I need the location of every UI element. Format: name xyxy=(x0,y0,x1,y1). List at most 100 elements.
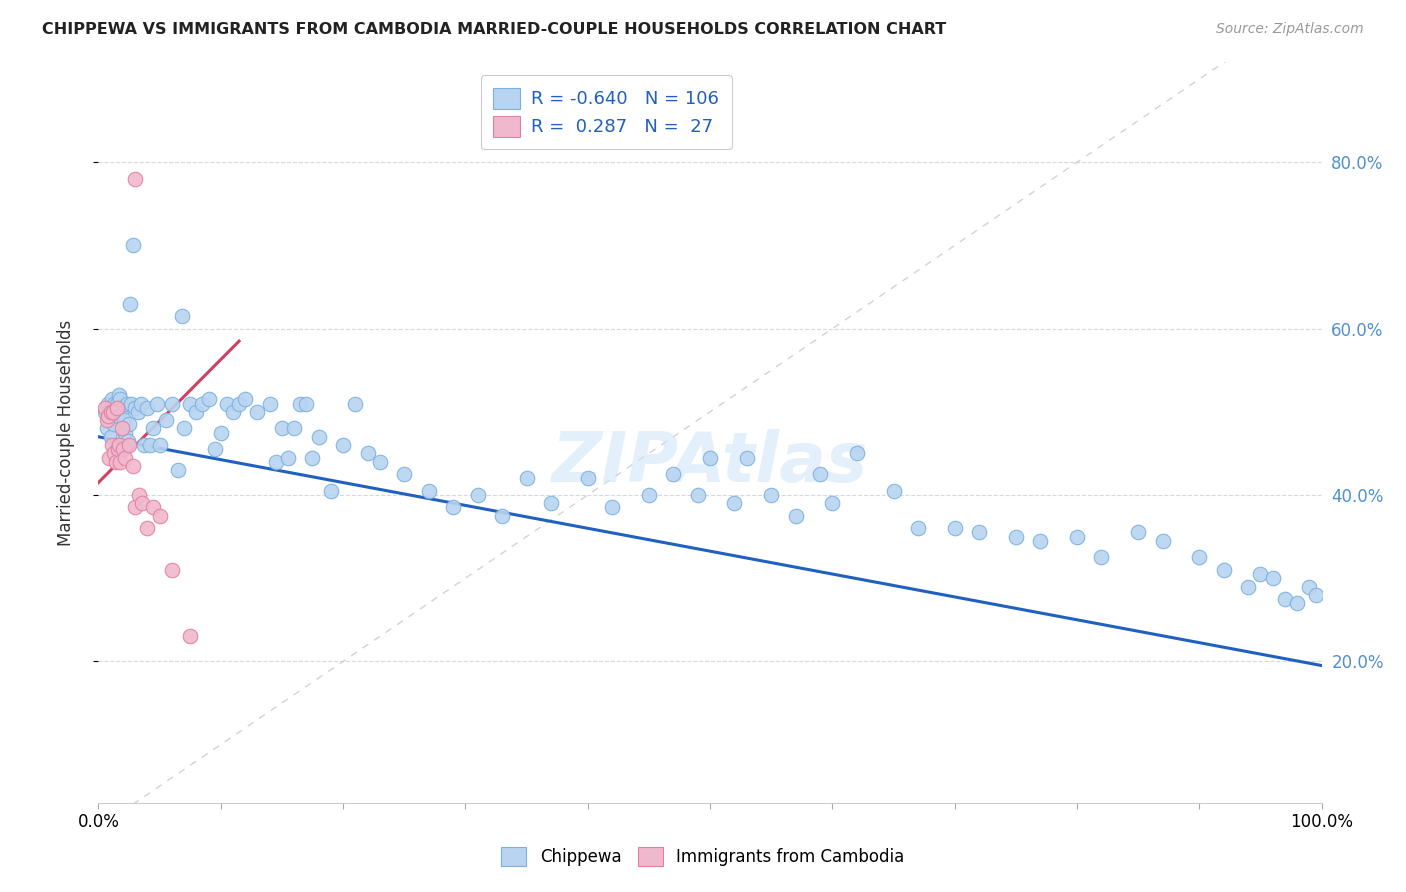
Point xyxy=(515,471,537,485)
Point xyxy=(108,438,131,452)
Point xyxy=(100,430,122,444)
Point xyxy=(600,500,623,515)
Point xyxy=(100,405,122,419)
Point xyxy=(136,521,159,535)
Point xyxy=(215,396,238,410)
Point xyxy=(136,401,159,415)
Point xyxy=(96,421,118,435)
Point xyxy=(155,413,177,427)
Point xyxy=(107,401,129,415)
Point xyxy=(114,425,136,440)
Point xyxy=(392,467,416,482)
Point xyxy=(139,438,162,452)
Point xyxy=(222,405,245,419)
Point xyxy=(283,421,305,435)
Point xyxy=(124,401,146,415)
Point xyxy=(540,496,562,510)
Point xyxy=(1249,567,1271,582)
Point xyxy=(121,238,143,252)
Point xyxy=(1029,533,1052,548)
Point xyxy=(246,405,269,419)
Point xyxy=(1286,596,1309,610)
Point xyxy=(1237,580,1260,594)
Point xyxy=(344,396,367,410)
Point xyxy=(105,401,128,415)
Point xyxy=(418,483,440,498)
Point xyxy=(699,450,721,465)
Point xyxy=(149,508,172,523)
Point xyxy=(259,396,281,410)
Point xyxy=(105,438,128,452)
Point xyxy=(97,409,120,423)
Point xyxy=(120,396,142,410)
Point xyxy=(101,392,124,407)
Point xyxy=(1152,533,1174,548)
Point xyxy=(124,500,146,515)
Point xyxy=(100,401,122,415)
Text: Source: ZipAtlas.com: Source: ZipAtlas.com xyxy=(1216,22,1364,37)
Point xyxy=(1066,530,1088,544)
Point xyxy=(160,563,183,577)
Point xyxy=(115,396,138,410)
Point xyxy=(104,455,127,469)
Point xyxy=(821,496,844,510)
Point xyxy=(662,467,685,482)
Point xyxy=(124,172,146,186)
Point xyxy=(114,450,136,465)
Point xyxy=(179,629,201,643)
Point xyxy=(1298,580,1320,594)
Point xyxy=(107,409,129,423)
Point xyxy=(1212,563,1234,577)
Point xyxy=(1128,525,1150,540)
Point xyxy=(111,438,134,452)
Point xyxy=(228,396,250,410)
Text: ZIPAtlas: ZIPAtlas xyxy=(553,429,868,496)
Point xyxy=(132,438,155,452)
Point xyxy=(110,392,132,407)
Point xyxy=(264,455,287,469)
Point xyxy=(290,396,312,410)
Point xyxy=(98,409,121,423)
Point xyxy=(467,488,489,502)
Point xyxy=(368,455,391,469)
Point xyxy=(103,396,125,410)
Point xyxy=(179,396,201,410)
Point xyxy=(1305,588,1327,602)
Point xyxy=(120,296,142,310)
Point xyxy=(101,438,124,452)
Point xyxy=(104,450,127,465)
Point xyxy=(845,446,868,460)
Point xyxy=(686,488,709,502)
Point xyxy=(93,405,115,419)
Point xyxy=(111,401,134,415)
Point xyxy=(907,521,929,535)
Point xyxy=(1188,550,1211,565)
Point xyxy=(149,438,172,452)
Point xyxy=(883,483,905,498)
Point xyxy=(103,417,125,432)
Legend: Chippewa, Immigrants from Cambodia: Chippewa, Immigrants from Cambodia xyxy=(495,840,911,873)
Point xyxy=(785,508,807,523)
Point xyxy=(97,396,120,410)
Point xyxy=(808,467,831,482)
Point xyxy=(118,438,141,452)
Legend: R = -0.640   N = 106, R =  0.287   N =  27: R = -0.640 N = 106, R = 0.287 N = 27 xyxy=(481,75,731,149)
Point xyxy=(110,455,132,469)
Point xyxy=(127,405,149,419)
Point xyxy=(277,450,299,465)
Point xyxy=(308,430,330,444)
Point xyxy=(112,413,135,427)
Point xyxy=(142,500,165,515)
Point xyxy=(1274,592,1296,607)
Point xyxy=(301,450,323,465)
Point xyxy=(270,421,294,435)
Point xyxy=(103,446,125,460)
Point xyxy=(295,396,318,410)
Point xyxy=(105,396,128,410)
Point xyxy=(576,471,599,485)
Point xyxy=(735,450,758,465)
Point xyxy=(356,446,378,460)
Point xyxy=(1004,530,1026,544)
Point xyxy=(319,483,342,498)
Point xyxy=(233,392,256,407)
